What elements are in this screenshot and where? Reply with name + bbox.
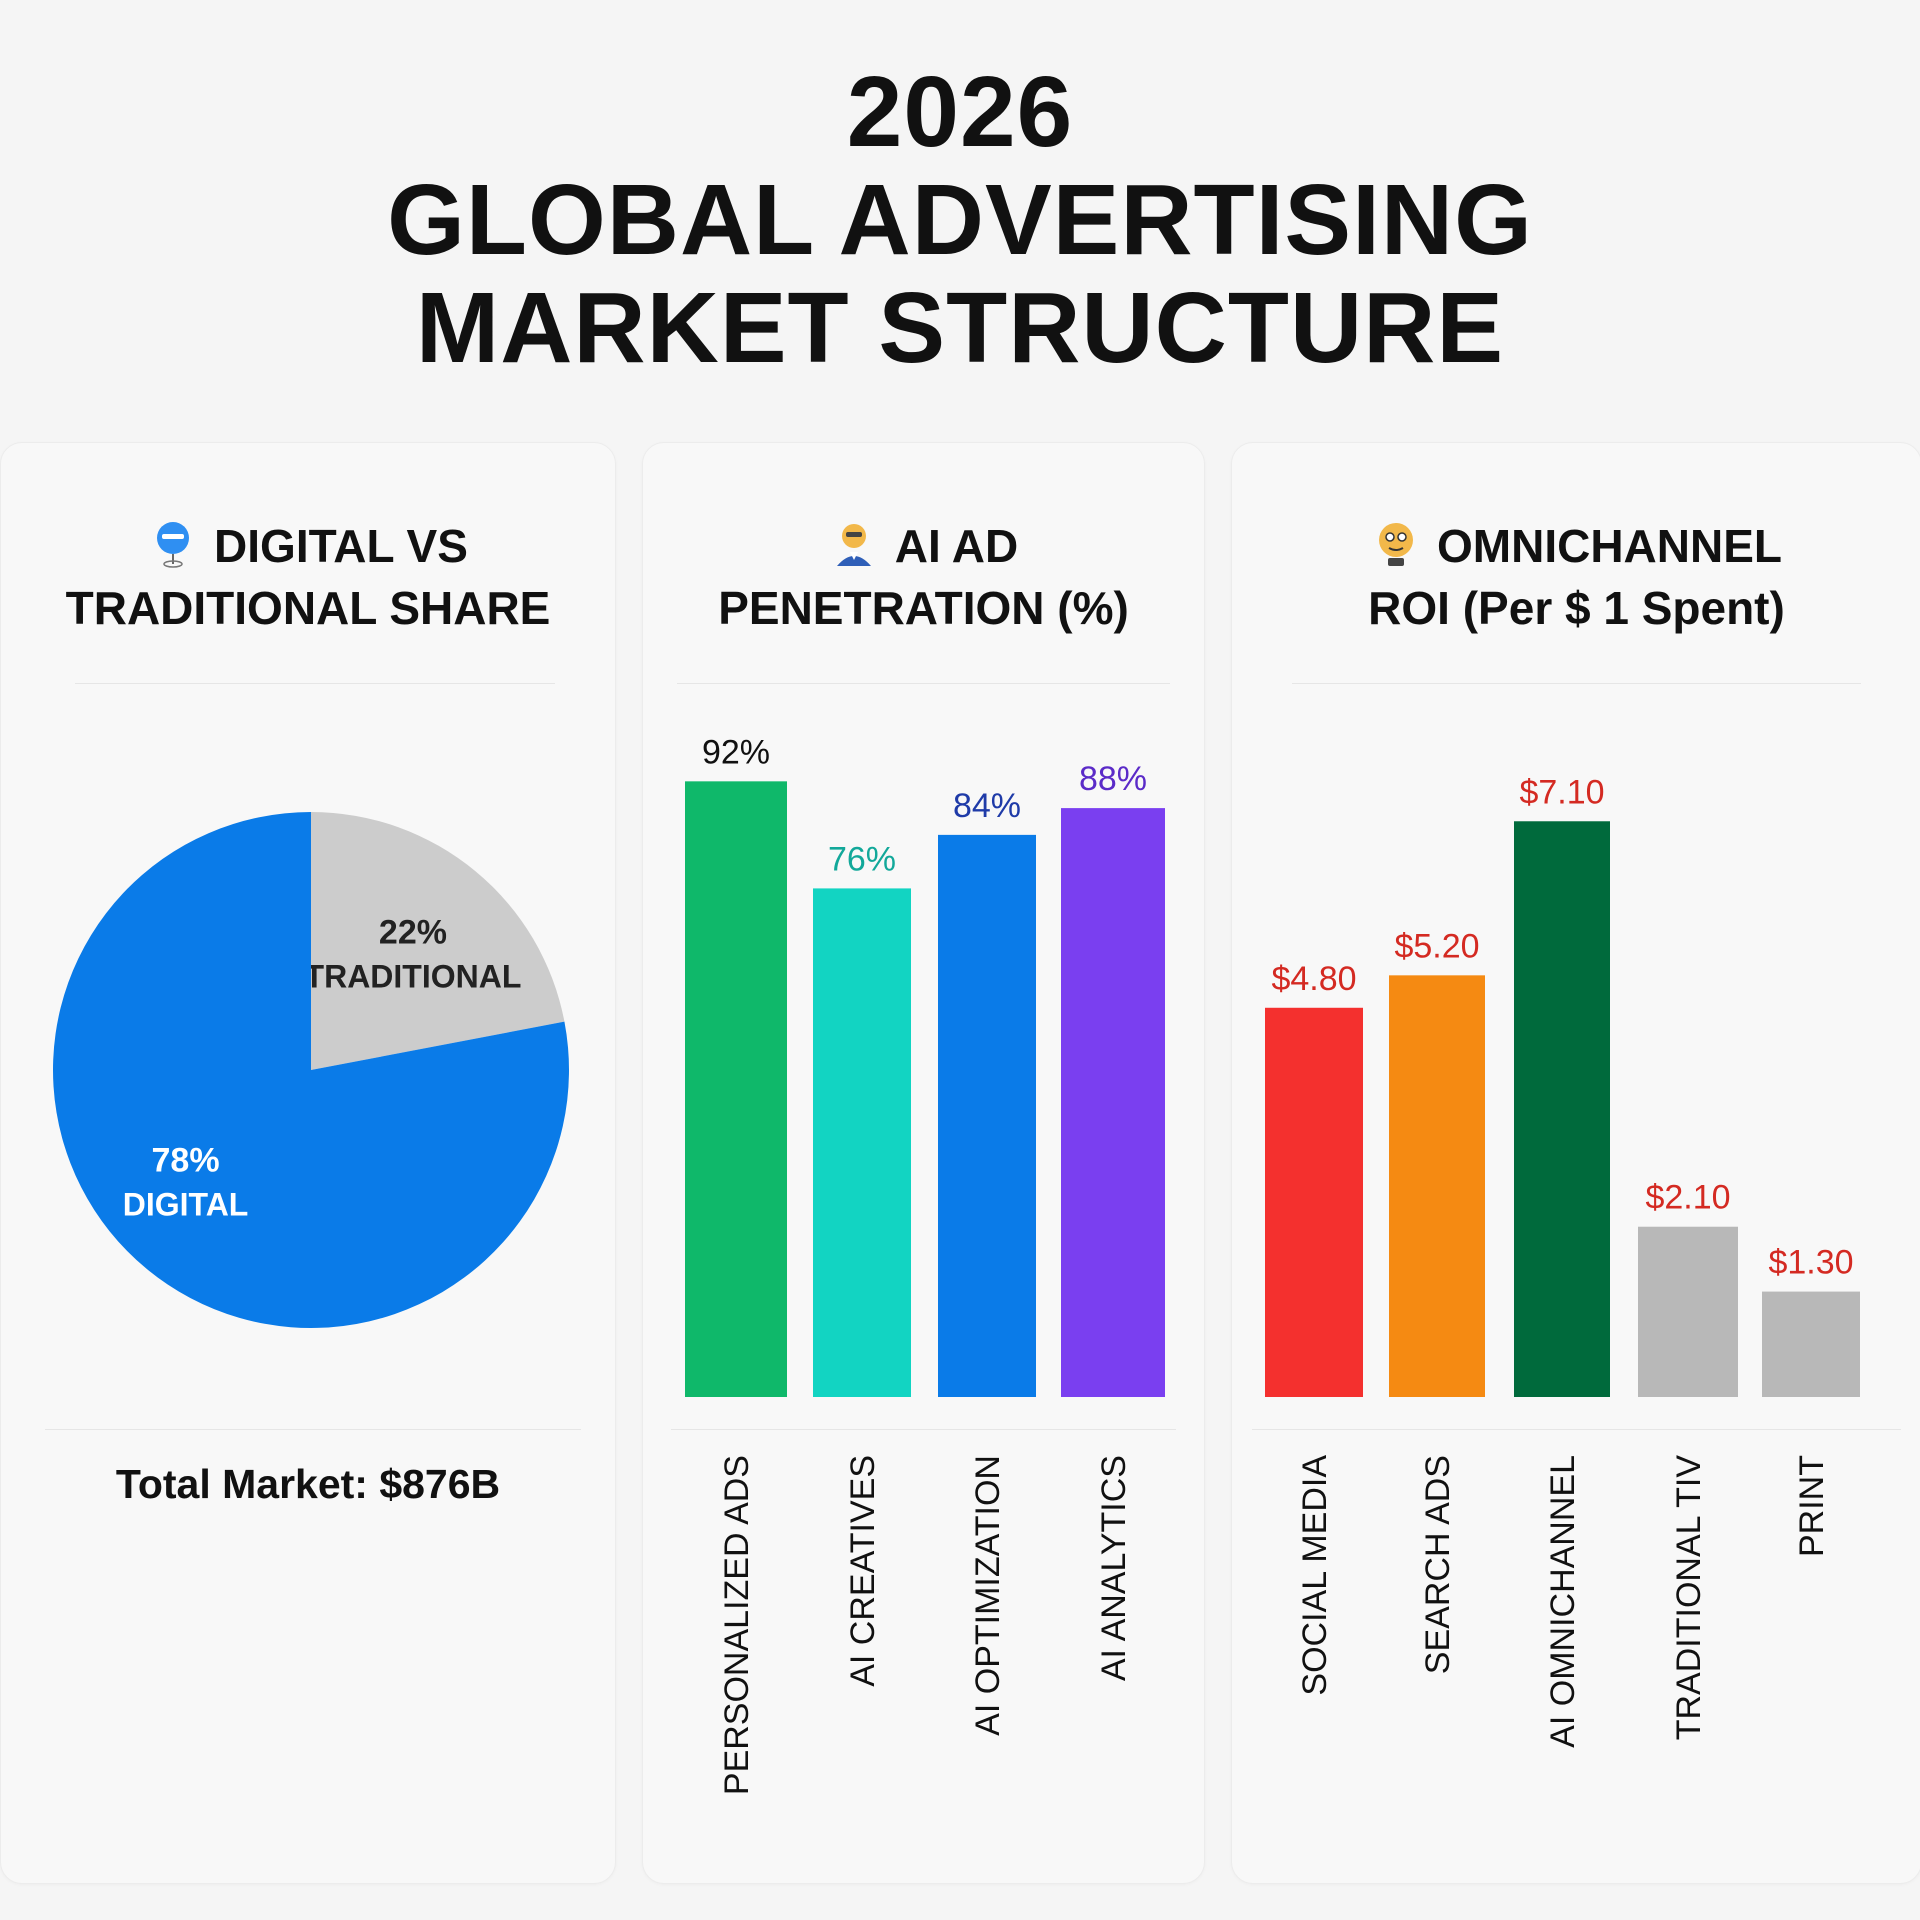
bar-personalized-ads: [685, 781, 787, 1397]
divider: [1292, 683, 1861, 684]
pie-chart: 22% TRADITIONAL 78% DIGITAL: [52, 812, 570, 1328]
bar-category-label: AI OPTIMIZATION: [969, 1455, 1007, 1736]
bar-value-label: 88%: [1079, 760, 1147, 798]
bar-category-label: TRADITIONAL TIV: [1670, 1455, 1708, 1741]
panel-title-line: DIGITAL VS: [214, 520, 468, 572]
panel-title: OMNICHANNEL ROI (Per $ 1 Spent): [1232, 515, 1920, 639]
bar-traditional-tiv: [1638, 1226, 1738, 1397]
panel-title-line: PENETRATION (%): [718, 582, 1129, 634]
bar-value-label: $1.30: [1768, 1244, 1853, 1282]
bar-value-label: $2.10: [1645, 1179, 1730, 1217]
bar-category-label: AI ANALYTICS: [1095, 1455, 1133, 1681]
divider: [45, 1429, 581, 1430]
roi-panel: OMNICHANNEL ROI (Per $ 1 Spent) $4.80 SOC…: [1231, 442, 1920, 1884]
pie-slice-traditional: [311, 812, 565, 1070]
bar-print: [1762, 1291, 1860, 1397]
panel-title: AI AD PENETRATION (%): [643, 515, 1204, 639]
page-title-line: MARKET STRUCTURE: [415, 272, 1505, 384]
bar-category-label: PERSONALIZED ADS: [718, 1455, 756, 1795]
bar-category-label: AI CREATIVES: [844, 1455, 882, 1687]
divider: [1252, 1429, 1901, 1430]
panel-title: DIGITAL VS TRADITIONAL SHARE: [1, 515, 615, 639]
total-market-label: Total Market: $876B: [115, 1461, 501, 1507]
pie-value-label: 78%: [152, 1141, 220, 1179]
pie-value-label: 22%: [379, 914, 447, 952]
bar-category-label: SEARCH ADS: [1419, 1455, 1457, 1674]
divider: [671, 1429, 1176, 1430]
bar-ai-creatives: [813, 888, 911, 1397]
bar-value-label: 76%: [828, 840, 896, 878]
bar-value-label: 92%: [702, 733, 770, 771]
pie-slice-label: DIGITAL: [123, 1186, 249, 1222]
bar-ai-omnichannel: [1514, 821, 1610, 1397]
panel-title-line: OMNICHANNEL: [1437, 520, 1782, 572]
roi-bar-chart: $4.80 SOCIAL MEDIA $5.20 SEARCH ADS $7.10 AI …: [1265, 773, 1860, 1748]
bar-social-media: [1265, 1007, 1363, 1397]
bar-value-label: $5.20: [1394, 927, 1479, 965]
bar-ai-optimization: [938, 834, 1036, 1397]
bar-search-ads: [1389, 975, 1485, 1397]
page-title: 2026 GLOBAL ADVERTISING MARKET STRUCTURE: [0, 58, 1920, 382]
bar-category-label: PRINT: [1793, 1455, 1831, 1557]
bar-value-label: 84%: [953, 787, 1021, 825]
face-icon: [1379, 523, 1413, 566]
pie-slice-digital: [52, 812, 570, 1328]
page-title-line: 2026: [846, 56, 1074, 168]
penetration-bar-chart: 92% PERSONALIZED ADS 76% AI CREATIVES 84% AI …: [685, 733, 1165, 1795]
share-panel: DIGITAL VS TRADITIONAL SHARE 22% TRADITIO…: [0, 442, 616, 1884]
panel-title-line: TRADITIONAL SHARE: [65, 582, 551, 634]
divider: [75, 683, 555, 684]
pie-slice-label: TRADITIONAL: [305, 959, 522, 995]
robot-icon: [836, 524, 871, 566]
page-title-line: GLOBAL ADVERTISING: [387, 164, 1533, 276]
panel-title-line: ROI (Per $ 1 Spent): [1368, 582, 1785, 634]
divider: [677, 683, 1170, 684]
pin-icon: [157, 522, 190, 568]
penetration-panel: AI AD PENETRATION (%) 92% PERSONALIZED AD…: [642, 442, 1205, 1884]
bar-value-label: $7.10: [1519, 773, 1604, 811]
bar-ai-analytics: [1061, 808, 1165, 1397]
panel-title-line: AI AD: [894, 520, 1019, 572]
bar-value-label: $4.80: [1271, 960, 1356, 998]
bar-category-label: AI OMNICHANNEL: [1544, 1455, 1582, 1748]
bar-category-label: SOCIAL MEDIA: [1296, 1455, 1334, 1696]
